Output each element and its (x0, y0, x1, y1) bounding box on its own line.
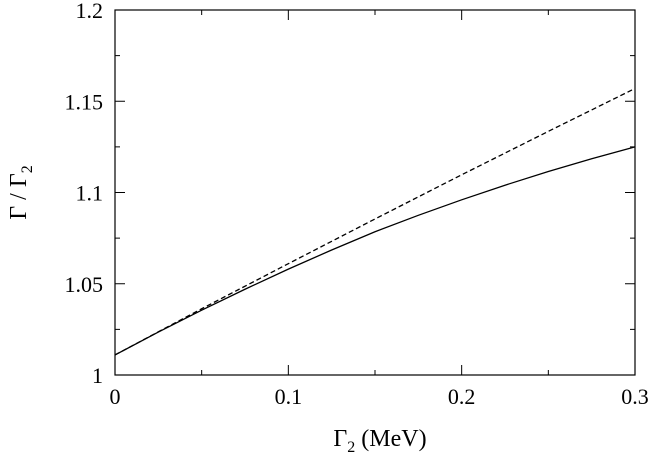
tick-layer: 0 0.1 0.2 0.3 1 1.05 1.1 1.15 1.2 (65, 0, 649, 409)
plot-layer (114, 87, 636, 356)
y-axis-title: Γ / Γ2 (6, 165, 36, 219)
x-axis-title-subscript: 2 (347, 439, 355, 456)
x-axis-title: Γ2 (MeV) (333, 426, 426, 456)
series-line-1-solid (114, 146, 636, 356)
x-axis-title-unit: (MeV) (355, 426, 426, 452)
y-tick-label: 1.1 (76, 181, 104, 206)
plot-frame (114, 9, 636, 376)
x-tick-label: 0 (110, 384, 121, 409)
series-line-2-dashed (114, 87, 636, 356)
x-tick-label: 0.1 (275, 384, 303, 409)
y-axis-title-denominator: Γ (6, 173, 32, 187)
y-axis-title-numerator: Γ (6, 206, 32, 220)
y-axis-title-separator: / (6, 187, 32, 206)
y-tick-label: 1.05 (65, 272, 104, 297)
x-tick-label: 0.2 (448, 384, 476, 409)
y-tick-label: 1.15 (65, 89, 104, 114)
x-axis-title-symbol: Γ (333, 426, 347, 452)
x-tick-label: 0.3 (621, 384, 649, 409)
y-axis-title-subscript: 2 (19, 165, 36, 173)
y-tick-label: 1.2 (76, 0, 104, 23)
y-tick-label: 1 (92, 363, 103, 388)
